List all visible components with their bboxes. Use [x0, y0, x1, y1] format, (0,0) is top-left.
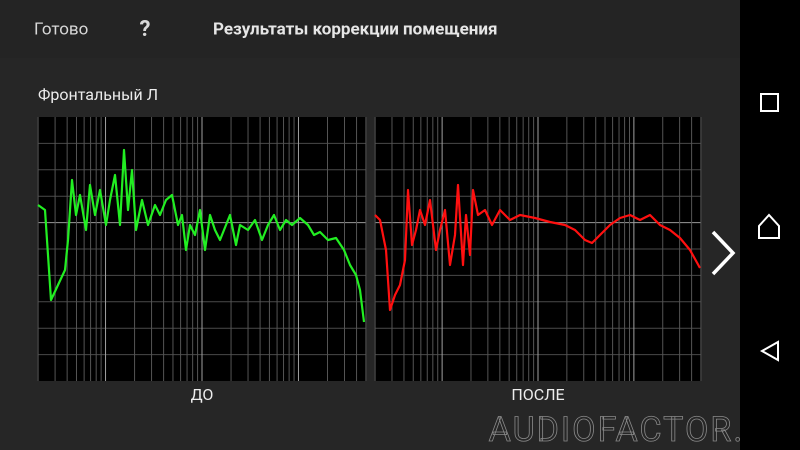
- home-button[interactable]: [758, 213, 780, 239]
- nav-bar: [740, 0, 800, 450]
- response-before: [37, 148, 366, 323]
- done-button[interactable]: Готово: [34, 19, 88, 39]
- screen-title: Результаты коррекции помещения: [213, 19, 498, 39]
- next-arrow[interactable]: [711, 230, 736, 276]
- watermark: AUDIOFACTOR.RU: [489, 410, 792, 450]
- plot-label: ПОСЛЕ: [511, 385, 564, 404]
- channel-label: Фронтальный Л: [38, 85, 158, 104]
- grids: [37, 117, 702, 381]
- response-after: [374, 183, 701, 312]
- plot-label: ДО: [191, 385, 214, 404]
- help-button[interactable]: ?: [140, 17, 151, 42]
- recents-button[interactable]: [760, 93, 779, 112]
- back-button[interactable]: [759, 340, 779, 362]
- top-bar: [0, 0, 740, 58]
